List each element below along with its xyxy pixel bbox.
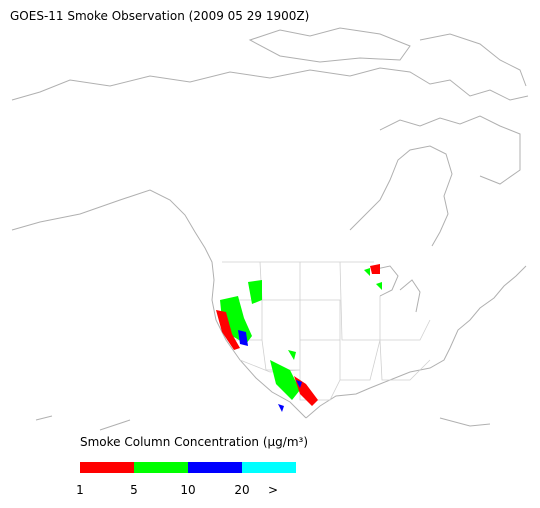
- legend-swatch: [242, 462, 296, 473]
- legend: 1 5 10 20 >: [76, 462, 296, 497]
- legend-label: 1: [76, 483, 84, 497]
- legend-label: 5: [130, 483, 138, 497]
- legend-swatch: [134, 462, 188, 473]
- legend-swatch: [188, 462, 242, 473]
- legend-label: 10: [180, 483, 195, 497]
- map-title: GOES-11 Smoke Observation (2009 05 29 19…: [10, 9, 309, 23]
- legend-swatch: [80, 462, 134, 473]
- legend-label: 20: [234, 483, 249, 497]
- legend-label: >: [268, 483, 278, 497]
- smoke-pixels: [216, 264, 382, 412]
- legend-title: Smoke Column Concentration (μg/m³): [80, 435, 308, 449]
- base-map: [11, 27, 529, 431]
